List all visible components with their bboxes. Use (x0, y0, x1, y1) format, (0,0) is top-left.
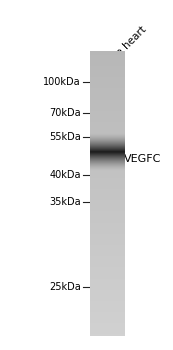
Text: 25kDa: 25kDa (49, 282, 81, 292)
Bar (91, 74, 118, 76)
Text: 40kDa: 40kDa (49, 170, 81, 180)
Text: 70kDa: 70kDa (49, 107, 81, 118)
Text: VEGFC: VEGFC (124, 154, 161, 164)
Bar (91, 77, 118, 79)
Text: Mouse heart: Mouse heart (96, 25, 149, 78)
Text: 55kDa: 55kDa (49, 132, 81, 142)
Text: 100kDa: 100kDa (43, 77, 81, 88)
Text: 35kDa: 35kDa (49, 197, 81, 206)
